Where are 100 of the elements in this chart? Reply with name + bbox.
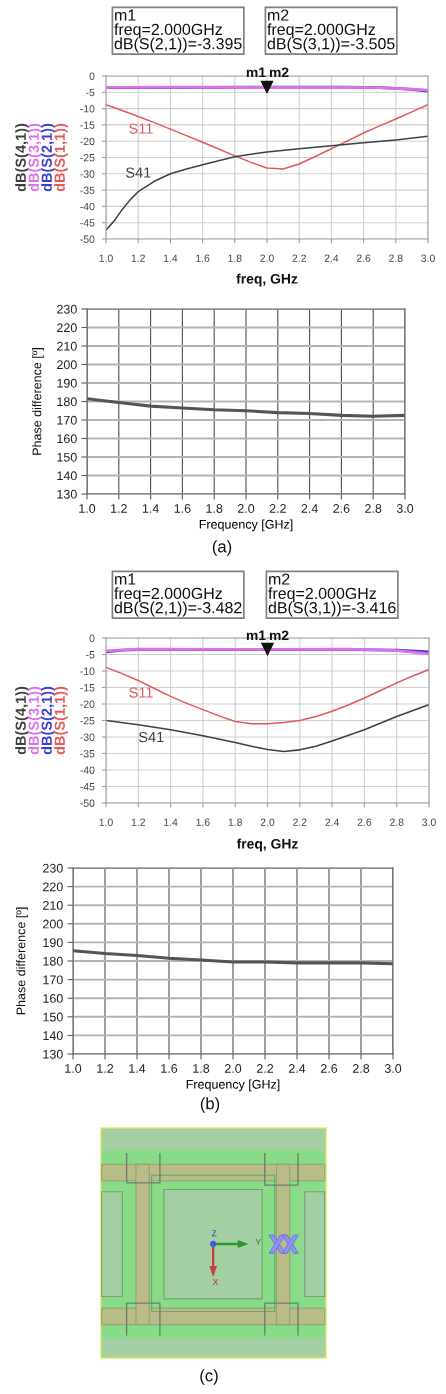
y-tick-label: -40 bbox=[80, 202, 95, 211]
x-axis-title: freq, GHz bbox=[236, 838, 298, 852]
y-tick-label: 150 bbox=[43, 1012, 63, 1022]
text: (c) bbox=[200, 1369, 218, 1385]
text: dB(S(3,1)) bbox=[28, 686, 42, 755]
x-tick-label: 1.0 bbox=[99, 818, 113, 826]
y-tick-label: -20 bbox=[80, 137, 95, 146]
text: dB(S(3,1)) bbox=[28, 123, 42, 192]
y-axis-title: Phase difference [º] bbox=[16, 907, 28, 1015]
y-tick-label: 190 bbox=[43, 938, 63, 948]
x-tick-label: 3.0 bbox=[384, 1064, 402, 1073]
x-tick-label: 1.8 bbox=[228, 254, 242, 262]
y-tick-label: 170 bbox=[57, 415, 77, 425]
x-tick-label: 2.8 bbox=[389, 254, 403, 262]
y-tick-label: 0 bbox=[89, 72, 95, 80]
x-tick-label: 2.4 bbox=[325, 818, 340, 826]
y-tick-label: -45 bbox=[80, 219, 95, 227]
y-tick-label: -40 bbox=[80, 766, 95, 774]
x-tick-label: 3.0 bbox=[421, 254, 435, 262]
x-axis-title: Frequency [GHz] bbox=[199, 519, 293, 532]
text: dB(S(2,1)) bbox=[41, 686, 55, 755]
text: dB(S(1,1)) bbox=[54, 123, 68, 192]
x-tick-label: 1.2 bbox=[97, 1064, 114, 1073]
y-tick-label: 180 bbox=[57, 397, 77, 407]
x-tick-label: 2.6 bbox=[320, 1064, 338, 1073]
x-tick-label: 1.6 bbox=[161, 1064, 178, 1073]
x-tick-label: 2.4 bbox=[324, 254, 339, 262]
y-tick-label: 230 bbox=[43, 863, 63, 873]
x-tick-label: 1.4 bbox=[129, 1064, 146, 1073]
y-tick-label: -45 bbox=[80, 783, 95, 791]
y-tick-label: 130 bbox=[57, 489, 77, 499]
x-tick-label: 2.0 bbox=[237, 504, 255, 513]
y-tick-label: -5 bbox=[86, 88, 95, 97]
x-tick-label: 2.4 bbox=[288, 1064, 306, 1073]
y-tick-label: 0 bbox=[89, 634, 95, 642]
x-tick-label: 1.8 bbox=[206, 504, 223, 513]
text: X bbox=[212, 1279, 219, 1286]
y-tick-label: -25 bbox=[80, 717, 95, 725]
x-axis-title: Frequency [GHz] bbox=[186, 1079, 280, 1092]
x-tick-label: 1.4 bbox=[163, 254, 178, 262]
annotation: m1 bbox=[246, 67, 266, 78]
annotation: S41 bbox=[138, 731, 164, 743]
text: m2 freq=2.000GHz dB(S(3,1))=-3.416 bbox=[268, 573, 396, 617]
y-tick-label: -35 bbox=[80, 186, 95, 194]
x-tick-label: 2.8 bbox=[365, 504, 382, 513]
x-tick-label: 2.0 bbox=[224, 1064, 242, 1073]
x-tick-label: 2.2 bbox=[256, 1064, 274, 1073]
y-tick-label: 160 bbox=[57, 434, 77, 444]
x-tick-label: 1.0 bbox=[79, 504, 96, 513]
x-tick-label: 2.6 bbox=[357, 818, 372, 826]
x-tick-label: 2.8 bbox=[352, 1064, 370, 1073]
x-tick-label: 2.2 bbox=[269, 504, 286, 513]
y-tick-label: -5 bbox=[86, 651, 95, 659]
annotation: m1 bbox=[246, 630, 266, 641]
text: m2 freq=2.000GHz dB(S(3,1))=-3.505 bbox=[267, 9, 395, 53]
x-tick-label: 1.0 bbox=[99, 254, 113, 262]
x-tick-label: 2.6 bbox=[356, 254, 371, 262]
x-tick-label: 2.6 bbox=[333, 504, 350, 513]
annotation: m2 bbox=[269, 630, 289, 641]
text: m1 freq=2.000GHz dB(S(2,1))=-3.395 bbox=[114, 9, 242, 53]
x-tick-label: 1.6 bbox=[196, 254, 210, 262]
x-tick-label: 2.2 bbox=[293, 818, 307, 826]
x-tick-label: 3.0 bbox=[396, 504, 414, 513]
annotation: m2 bbox=[269, 67, 289, 78]
annotation: S41 bbox=[125, 167, 151, 178]
y-tick-label: -25 bbox=[80, 154, 95, 162]
text: dB(S(4,1)) bbox=[15, 686, 29, 755]
y-tick-label: -20 bbox=[80, 700, 95, 708]
y-tick-label: 220 bbox=[43, 882, 63, 892]
y-tick-label: -10 bbox=[80, 667, 95, 675]
text: (b) bbox=[200, 1097, 220, 1113]
x-tick-label: 1.6 bbox=[174, 504, 191, 513]
y-tick-label: 170 bbox=[43, 975, 63, 985]
y-tick-label: 140 bbox=[57, 471, 77, 481]
x-tick-label: 1.8 bbox=[228, 818, 242, 826]
x-tick-label: 1.2 bbox=[111, 504, 127, 513]
text: (a) bbox=[212, 540, 232, 556]
y-tick-label: -15 bbox=[80, 684, 95, 692]
y-tick-label: -15 bbox=[80, 121, 95, 129]
x-tick-label: 1.2 bbox=[131, 818, 146, 826]
x-tick-label: 1.4 bbox=[142, 504, 159, 513]
y-tick-label: 210 bbox=[43, 901, 63, 910]
y-tick-label: -50 bbox=[80, 799, 95, 807]
annotation: S11 bbox=[129, 687, 153, 698]
y-tick-label: 210 bbox=[57, 341, 77, 351]
y-tick-label: 200 bbox=[43, 919, 63, 929]
y-tick-label: 200 bbox=[57, 360, 77, 370]
text: dB(S(2,1)) bbox=[41, 123, 55, 192]
x-tick-label: 2.8 bbox=[389, 818, 404, 826]
text: dB(S(4,1)) bbox=[15, 123, 29, 192]
y-tick-label: -35 bbox=[80, 750, 95, 758]
y-tick-label: 230 bbox=[57, 304, 77, 314]
y-tick-label: 160 bbox=[43, 994, 63, 1003]
y-tick-label: 150 bbox=[57, 452, 77, 462]
y-tick-label: 130 bbox=[43, 1049, 63, 1059]
x-tick-label: 3.0 bbox=[422, 818, 436, 826]
y-tick-label: -10 bbox=[80, 105, 95, 113]
x-tick-label: 1.0 bbox=[65, 1064, 82, 1073]
y-tick-label: 190 bbox=[57, 378, 77, 388]
x-tick-label: 2.0 bbox=[260, 818, 275, 826]
